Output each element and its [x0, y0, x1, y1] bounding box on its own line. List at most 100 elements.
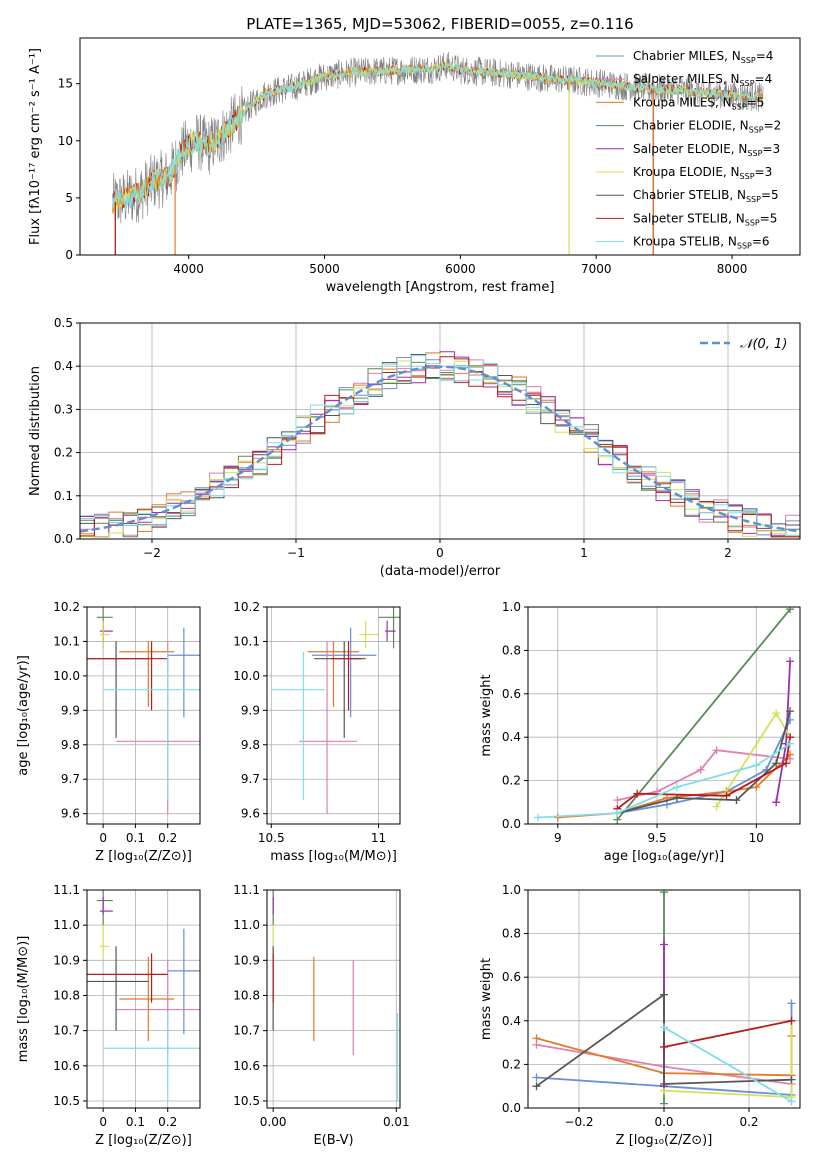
legend-subscript: SSP: [745, 218, 760, 227]
x-tick-label: 0.2: [158, 831, 177, 845]
x-tick-label: 0: [99, 1115, 107, 1129]
legend-entry: Salpeter STELIB, NSSP=5: [633, 211, 777, 227]
y-tick-label: 0.2: [502, 774, 521, 788]
histogram-kroupa-stelib: [80, 355, 800, 538]
x-axis-label: wavelength [Angstrom, rest frame]: [326, 280, 555, 295]
y-tick-label: 0.0: [502, 817, 521, 831]
data-point: [787, 999, 796, 1008]
y-tick-label: 0.0: [502, 1101, 521, 1115]
data-point: [786, 657, 795, 666]
y-axis-label: Normed distribution: [28, 366, 43, 496]
legend-subscript: SSP: [740, 79, 755, 88]
data-point: [660, 1023, 668, 1032]
x-axis-label: E(B-V): [313, 1133, 353, 1148]
y-tick-label: 0.4: [502, 730, 521, 744]
data-point: [712, 802, 721, 811]
y-tick-label: 9.9: [241, 703, 260, 717]
legend-count: =3: [755, 165, 773, 179]
x-axis-label: age [log₁₀(age/yr)]: [604, 849, 725, 864]
axes-frame: [79, 37, 801, 256]
y-tick-label: 10.0: [233, 669, 260, 683]
y-tick-label: 0.6: [502, 687, 521, 701]
x-axis-label: mass [log₁₀(M/M⊙)]: [270, 849, 397, 864]
y-tick-label: 9.6: [241, 807, 260, 821]
legend-entry: 𝒩(0, 1): [740, 337, 787, 352]
y-tick-label: 11.0: [53, 918, 80, 932]
y-tick-label: 10.8: [233, 988, 260, 1002]
panel-4: 10.5 11 9.6 9.7 9.8 9.9 10.0 10.1 10.2 mass [log₁…: [233, 600, 401, 864]
legend-count: =4: [755, 72, 773, 86]
y-tick-label: 10.9: [233, 953, 260, 967]
axes-frame: [266, 606, 401, 825]
y-tick-label: 0.1: [54, 489, 73, 503]
x-tick-label: 0: [99, 831, 107, 845]
x-tick-label: 8000: [717, 262, 748, 276]
legend-entry: Salpeter ELODIE, NSSP=3: [633, 142, 780, 158]
x-tick-label: 6000: [445, 262, 476, 276]
data-point: [613, 796, 622, 805]
y-tick-label: 0.4: [502, 1014, 521, 1028]
y-tick-label: 10.2: [53, 600, 80, 614]
y-tick-label: 0.2: [502, 1057, 521, 1071]
legend-entry: Salpeter MILES, NSSP=4: [633, 72, 772, 88]
data-point: [660, 1099, 668, 1108]
axes-frame: [266, 889, 401, 1109]
y-tick-label: 10.1: [233, 634, 260, 648]
data-point: [660, 1042, 668, 1051]
y-tick-label: 11.1: [233, 883, 260, 897]
legend-text: Chabrier MILES, N: [633, 49, 741, 63]
axes-frame: [527, 606, 801, 825]
legend-text: Chabrier STELIB, N: [633, 188, 746, 202]
legend-entry: Kroupa STELIB, NSSP=6: [633, 235, 770, 251]
data-point: [722, 791, 731, 800]
data-point: [660, 1080, 668, 1089]
legend-entry: Chabrier MILES, NSSP=4: [633, 49, 773, 65]
y-tick-label: 10: [58, 134, 73, 148]
axes-frame: [86, 889, 201, 1109]
panel-2: −2 −1 0 1 2 0.0 0.1 0.2 0.3 0.4 0.5 (data-model)/er…: [28, 316, 801, 579]
y-tick-label: 10.7: [233, 1024, 260, 1038]
x-tick-label: 0.1: [126, 1115, 145, 1129]
plot-area: [87, 890, 200, 1101]
x-tick-label: 2: [724, 546, 732, 560]
model-spectrum: [112, 61, 764, 210]
y-tick-label: 1.0: [502, 883, 521, 897]
y-tick-label: 1.0: [502, 600, 521, 614]
y-tick-label: 9.7: [61, 772, 80, 786]
x-tick-label: 0: [436, 546, 444, 560]
x-tick-label: −0.2: [564, 1115, 593, 1129]
x-tick-label: 11: [371, 831, 386, 845]
y-tick-label: 0.4: [54, 359, 73, 373]
x-axis-label: Z [log₁₀(Z/Z⊙)]: [95, 849, 192, 864]
y-axis-label: age [log₁₀(age/yr)]: [16, 655, 31, 776]
y-tick-label: 11.0: [233, 918, 260, 932]
x-axis-label: Z [log₁₀(Z/Z⊙)]: [95, 1133, 192, 1148]
axes-frame: [86, 606, 201, 825]
data-point: [787, 1097, 796, 1106]
data-point: [660, 890, 668, 897]
axes-frame: [79, 322, 801, 540]
data-point: [732, 796, 741, 805]
legend-text: Kroupa STELIB, N: [633, 235, 737, 249]
legend-subscript: SSP: [747, 149, 762, 158]
x-tick-label: 0.2: [739, 1115, 758, 1129]
data-point: [660, 940, 668, 949]
plot-area: [271, 607, 400, 814]
plot-area: [533, 607, 795, 824]
y-tick-label: 0.5: [54, 316, 73, 330]
series-line: [616, 608, 791, 821]
panel-6: 0 0.1 0.2 10.5 10.6 10.7 10.8 10.9 11.0 11.1 Z [lo…: [16, 883, 201, 1148]
y-axis-label: mass weight: [479, 958, 494, 1040]
y-axis-label: mass [log₁₀(M/M⊙)]: [16, 936, 31, 1063]
y-tick-label: 0.0: [54, 532, 73, 546]
y-tick-label: 10.2: [233, 600, 260, 614]
y-tick-label: 11.1: [53, 883, 80, 897]
x-tick-label: −2: [143, 546, 161, 560]
x-tick-label: 10: [749, 831, 764, 845]
x-tick-label: 10.5: [258, 831, 285, 845]
data-point: [752, 783, 761, 792]
x-tick-label: 9: [554, 831, 562, 845]
